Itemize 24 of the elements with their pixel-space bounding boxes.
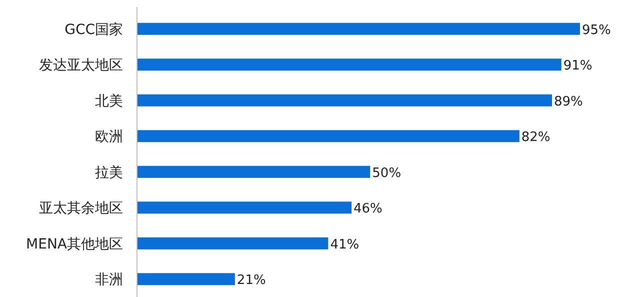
- bar: [137, 202, 352, 214]
- bar: [137, 166, 370, 178]
- bar: [137, 273, 235, 286]
- y-tick-label: 欧洲: [95, 129, 123, 146]
- y-tick-label: 拉美: [95, 164, 123, 181]
- y-tick-label: 北美: [95, 93, 123, 110]
- bar: [137, 237, 328, 250]
- y-tick-label: 非洲: [95, 272, 123, 288]
- data-label: 82%: [521, 130, 550, 146]
- data-label: 41%: [330, 237, 360, 252]
- data-label: 91%: [563, 58, 592, 74]
- y-tick-label: MENA其他地区: [26, 236, 123, 252]
- data-label: 46%: [354, 202, 382, 217]
- data-label: 21%: [236, 273, 266, 288]
- data-label: 95%: [582, 22, 611, 38]
- y-tick-label: 发达亚太地区: [39, 58, 123, 74]
- bar: [137, 130, 520, 142]
- bar: [137, 22, 580, 35]
- bar: [137, 58, 562, 71]
- y-tick-label: 亚太其余地区: [39, 200, 123, 217]
- data-label: 50%: [372, 166, 402, 181]
- bar: [137, 94, 552, 106]
- y-tick-label: GCC国家: [64, 22, 123, 38]
- data-label: 89%: [554, 94, 583, 110]
